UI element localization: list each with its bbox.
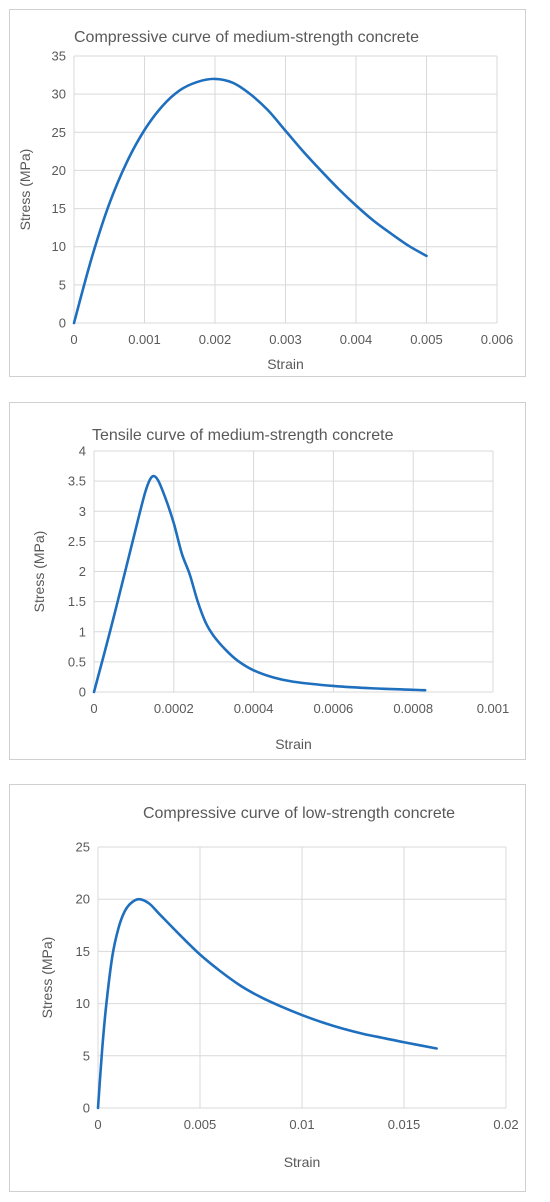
y-tick-label: 0.5 <box>68 654 86 669</box>
series-line <box>92 474 427 694</box>
x-tick-label: 0.005 <box>184 1117 217 1132</box>
chart-title: Tensile curve of medium-strength concret… <box>92 427 394 444</box>
y-tick-label: 5 <box>59 277 66 292</box>
tensile-medium-chart-panel: Tensile curve of medium-strength concret… <box>9 402 526 760</box>
y-axis-label: Stress (MPa) <box>17 149 33 231</box>
series-line <box>72 77 428 325</box>
y-axis-label: Stress (MPa) <box>31 531 47 613</box>
x-axis-label: Strain <box>267 356 304 372</box>
y-tick-label: 35 <box>52 49 66 64</box>
x-axis-label: Strain <box>275 736 312 752</box>
y-tick-label: 25 <box>76 840 90 855</box>
x-tick-label: 0 <box>90 701 97 716</box>
x-tick-label: 0.001 <box>128 332 161 347</box>
chart-title: Compressive curve of low-strength concre… <box>143 805 455 822</box>
y-tick-label: 2 <box>79 564 86 579</box>
y-tick-label: 2.5 <box>68 534 86 549</box>
y-tick-label: 0 <box>59 316 66 331</box>
x-tick-label: 0.005 <box>410 332 443 347</box>
x-tick-label: 0.0008 <box>393 701 433 716</box>
x-tick-label: 0.002 <box>199 332 232 347</box>
y-tick-label: 20 <box>76 892 90 907</box>
x-tick-label: 0.02 <box>493 1117 518 1132</box>
y-tick-label: 25 <box>52 125 66 140</box>
y-tick-label: 0 <box>83 1101 90 1116</box>
y-tick-label: 5 <box>83 1048 90 1063</box>
x-tick-label: 0.003 <box>269 332 302 347</box>
x-tick-label: 0.015 <box>388 1117 421 1132</box>
tensile-medium-chart: Tensile curve of medium-strength concret… <box>31 427 510 752</box>
x-tick-label: 0.01 <box>289 1117 314 1132</box>
compressive-medium-chart-panel: Compressive curve of medium-strength con… <box>9 9 526 377</box>
x-tick-label: 0.004 <box>340 332 373 347</box>
y-tick-label: 15 <box>52 201 66 216</box>
x-tick-label: 0.001 <box>477 701 510 716</box>
y-tick-label: 1.5 <box>68 594 86 609</box>
compressive-low-chart: Compressive curve of low-strength concre… <box>39 805 519 1170</box>
compressive-medium-chart: Compressive curve of medium-strength con… <box>17 29 514 372</box>
x-tick-label: 0 <box>70 332 77 347</box>
chart-title: Compressive curve of medium-strength con… <box>74 29 419 46</box>
x-tick-label: 0.006 <box>481 332 514 347</box>
y-tick-label: 10 <box>76 996 90 1011</box>
y-tick-label: 10 <box>52 239 66 254</box>
y-tick-label: 15 <box>76 944 90 959</box>
x-axis-label: Strain <box>284 1154 321 1170</box>
y-tick-label: 1 <box>79 624 86 639</box>
y-tick-label: 4 <box>79 444 86 459</box>
x-tick-label: 0 <box>94 1117 101 1132</box>
compressive-low-chart-panel: Compressive curve of low-strength concre… <box>9 784 526 1192</box>
x-tick-label: 0.0002 <box>154 701 194 716</box>
y-tick-label: 20 <box>52 163 66 178</box>
x-tick-label: 0.0004 <box>234 701 274 716</box>
y-tick-label: 3 <box>79 504 86 519</box>
series-line <box>96 897 438 1110</box>
y-axis-label: Stress (MPa) <box>39 937 55 1019</box>
x-tick-label: 0.0006 <box>314 701 354 716</box>
y-tick-label: 30 <box>52 87 66 102</box>
y-tick-label: 0 <box>79 685 86 700</box>
y-tick-label: 3.5 <box>68 474 86 489</box>
